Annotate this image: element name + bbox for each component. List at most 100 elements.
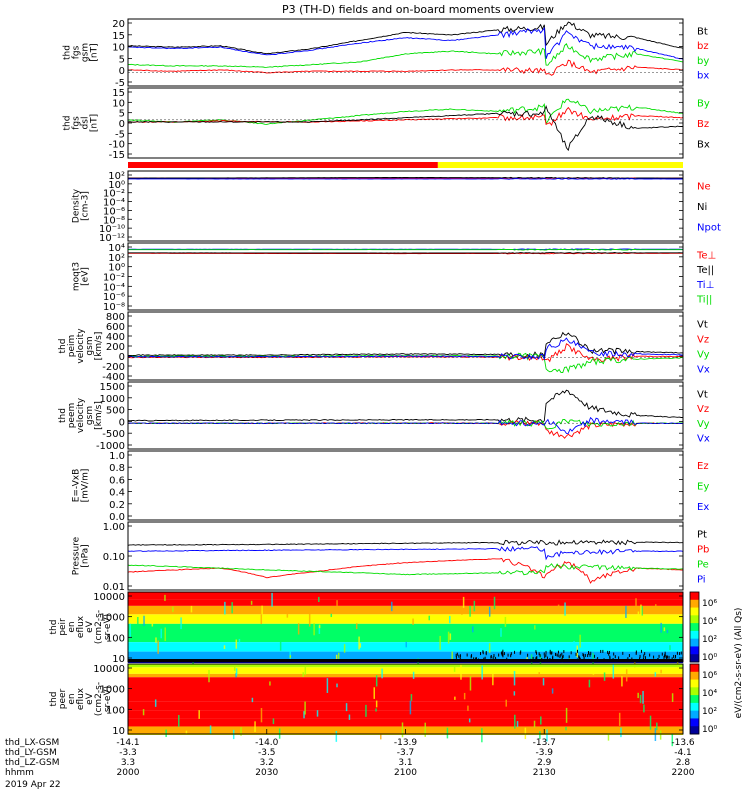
spectrogram-texture [304,667,307,675]
spectrogram-texture [447,631,450,644]
spectrogram-texture [505,699,507,707]
series-line-density-2 [127,178,683,180]
spectrogram-dropout [482,650,484,654]
series-line-temperature-1 [128,252,683,254]
colorbar-swatch [690,599,699,609]
spectrogram-dropout [622,651,624,655]
spectrogram-texture [500,628,502,637]
y-tick-label: 10 [112,726,125,737]
time-axis-value: 2130 [533,768,556,778]
spectrogram-dropout [485,652,487,656]
y-tick-label: 15 [112,88,125,99]
panel-peir_eflux: 10000 1000 100 10 thd peir en eflux eV (cm2-s-sr-… [49,591,684,670]
spectrogram-texture [410,694,413,701]
spectrogram-dropout [613,652,615,656]
spectrogram-dropout [639,654,641,658]
panel-frame [127,591,684,663]
spectrogram-texture [451,651,453,663]
spectrogram-dropout [653,655,655,659]
y-axis-label-line: [eV] [81,267,91,286]
y-axis-label-line: velocity [76,328,86,364]
spectrogram-dropout [475,657,477,661]
spectrogram-texture [524,727,527,740]
y-tick-label: 10⁻⁸ [103,302,125,313]
spectrogram-texture [233,664,236,671]
spectrogram-texture [453,664,456,672]
spectrogram-texture [654,672,657,677]
spectrogram-texture [663,627,666,632]
spectrogram-texture [469,676,472,691]
y-tick-label: 10² [108,253,125,264]
y-tick-label: 5 [119,109,125,120]
spectrogram-dropout [593,654,595,658]
spectrogram-dropout [628,654,630,658]
spectrogram-dropout [649,653,651,657]
y-tick-label: 0.6 [109,475,125,486]
spectrogram-texture [261,605,263,615]
spectrogram-texture [318,625,321,634]
y-tick-label: 0.0 [109,512,125,523]
colorbar-swatch [690,630,699,640]
y-axis-label-line: eflux [76,687,86,710]
spectrogram-dropout [587,654,589,658]
colorbar-swatch [690,654,699,663]
y-tick-label: 10⁴ [108,243,125,254]
spectrogram-texture [565,726,567,731]
spectrogram-texture [343,644,346,653]
spectrogram-dropout [484,656,486,660]
colorbar-swatch [690,710,699,719]
y-tick-label: 10⁻² [103,189,125,200]
spectrogram-texture [251,697,254,703]
y-tick-label: 100 [106,705,125,716]
spectrogram-band [128,710,683,719]
y-ticks-efield: 1.00.80.6 0.40.20.0 [109,451,683,523]
spectrogram-dropout [549,651,551,655]
spectrogram-texture [316,710,319,717]
spectrogram-texture [620,727,622,738]
spectrogram-dropout [502,649,504,653]
series-line-peim_velocity-0 [127,331,684,358]
spectrogram-dropout [639,657,641,661]
spectrogram-texture [624,626,627,634]
y-tick-label: 10⁻⁶ [103,206,125,217]
y-tick-label: 1500 [100,382,125,393]
y-tick-label: 10⁻⁴ [103,198,125,209]
y-axis-label-line: sr-eV) [103,614,113,640]
spectrogram-texture [472,626,474,633]
spectrogram-texture [493,596,496,610]
spectrogram-dropout [668,655,670,659]
spectrogram-texture [164,627,166,641]
series-line-fgs_gsm-1 [127,59,684,76]
time-axis-value: -3.3 [119,748,137,758]
y-tick-label: -1000 [96,441,125,452]
legend-entry: Bx [697,140,710,151]
panel-peer_eflux: 10000 1000 100 10 thd peer en eflux eV (cm2-s-sr-… [49,663,684,747]
spectrogram-texture [546,729,548,742]
colorbar-1: 10⁶ 10⁴ 10² 10⁰ [689,663,717,735]
legend-entry: Vt [697,320,708,331]
spectrogram-dropout [557,654,559,658]
y-ticks-pressure: 1.00 0.10 0.01 [103,522,683,593]
spectrogram-texture [178,715,180,727]
y-axis-label-line: [cm-3] [81,191,91,221]
spectrogram-texture [488,643,491,653]
spectrogram-texture [380,726,382,740]
spectrogram-dropout [559,655,561,659]
panel-efield: Ez Ey Ex 1.00.80.6 0.40.20.0 E=-VxB [mV/m] [72,450,709,523]
y-tick-label: 600 [106,322,125,333]
spectrogram-texture [461,606,463,615]
spectrogram-texture [190,605,193,613]
spectrogram-texture [330,613,333,618]
spectrogram-peir_eflux [128,592,683,670]
spectrogram-texture [625,669,628,682]
y-axis-label-line: E=-VxB [72,469,82,503]
spectrogram-texture [318,596,320,602]
y-tick-label: 500 [106,406,125,417]
spectrogram-band [128,677,683,702]
panel-frame [127,450,684,521]
spectrogram-texture [313,623,315,636]
